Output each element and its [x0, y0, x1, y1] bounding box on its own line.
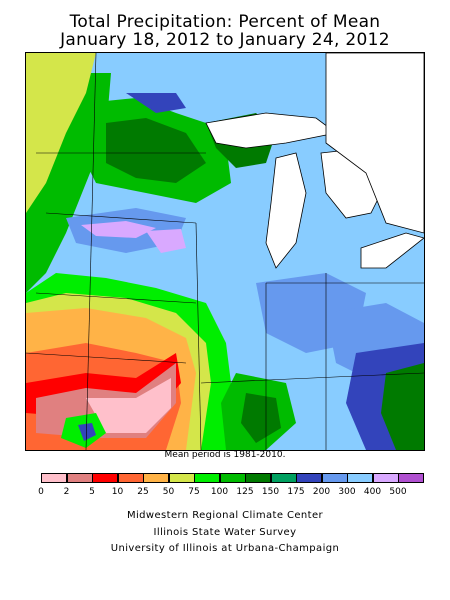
legend-swatch [66, 473, 93, 483]
lake-erie [360, 232, 424, 269]
north-blue-patch [126, 93, 186, 113]
far-east-green [381, 363, 424, 450]
canada-blank [325, 53, 424, 234]
precipitation-map [25, 52, 425, 451]
legend-tick-label: 25 [137, 487, 149, 497]
legend-tick-label: 200 [312, 487, 331, 497]
legend-swatch [219, 473, 246, 483]
map-canvas [26, 53, 424, 450]
west-yellow-band [26, 53, 96, 213]
legend-tick-label: 100 [210, 487, 229, 497]
lake-michigan [265, 152, 307, 269]
legend-swatch [398, 473, 424, 483]
se-dark-green [241, 393, 281, 443]
credit-line-3: University of Illinois at Urbana-Champai… [110, 543, 340, 554]
legend-tick-label: 0 [38, 487, 44, 497]
sw-pink [86, 378, 171, 433]
legend-tick-label: 75 [188, 487, 200, 497]
sw-blue-dot [78, 423, 96, 441]
legend-tick-label: 175 [287, 487, 305, 497]
legend-swatch [143, 473, 169, 483]
legend-tick-label: 400 [363, 487, 382, 497]
legend-tick-label: 2 [63, 487, 70, 497]
legend-swatch [296, 473, 322, 483]
map-date-range: January 18, 2012 to January 24, 2012 [60, 30, 390, 50]
legend-swatch [372, 473, 399, 483]
state-borders [26, 53, 424, 450]
legend-swatch [92, 473, 118, 483]
map-title: Total Precipitation: Percent of Mean [69, 12, 381, 32]
legend-swatch [270, 473, 297, 483]
credit-line-1: Midwestern Regional Climate Center [126, 510, 324, 521]
legend-tick-label: 300 [338, 487, 356, 497]
legend-tick-label: 50 [162, 487, 175, 497]
credit-line-2: Illinois State Water Survey [153, 527, 297, 538]
legend-swatch [347, 473, 373, 483]
north-dark-green [106, 118, 206, 183]
lavender-patch-2 [146, 229, 186, 253]
legend-tick-label: 10 [111, 487, 124, 497]
legend-swatch [245, 473, 271, 483]
lavender-patch [81, 221, 156, 238]
legend-swatch [117, 473, 144, 483]
legend-tick-label: 500 [389, 487, 407, 497]
lake-superior [205, 112, 337, 149]
legend-swatch [168, 473, 195, 483]
legend-tick-label: 150 [261, 487, 280, 497]
mean-period-note: Mean period is 1981-2010. [164, 450, 286, 460]
legend-swatch [321, 473, 348, 483]
legend-swatch [194, 473, 220, 483]
legend-tick-label: 5 [89, 487, 95, 497]
legend-swatch [41, 473, 67, 483]
legend-tick-label: 125 [236, 487, 254, 497]
